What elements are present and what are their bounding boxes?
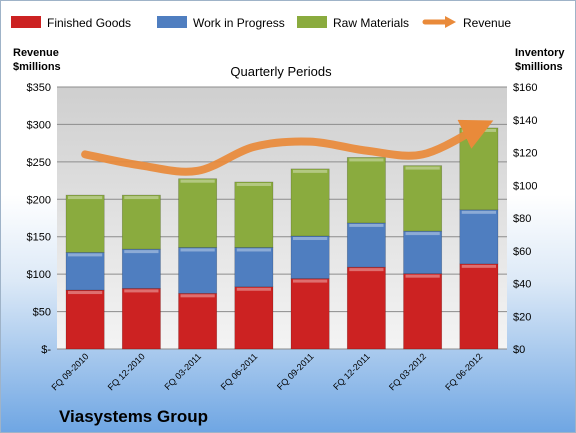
- bar-highlight: [349, 223, 384, 227]
- legend-label-2: Raw Materials: [333, 16, 409, 30]
- bar-highlight: [405, 166, 440, 170]
- bar-highlight: [236, 248, 271, 252]
- bar-work-in-progress-4: [290, 235, 330, 279]
- right-axis-title-line2: $millions: [515, 61, 563, 73]
- bar-raw-materials-5: [346, 157, 386, 224]
- bar-finished-goods-4: [290, 278, 330, 350]
- category-label: FQ 06-2012: [443, 351, 484, 392]
- x-axis: FQ 09-2010 FQ 12-2010 FQ 03-2011 FQ 06-2011…: [50, 351, 485, 392]
- left-tick-label: $300: [27, 119, 51, 131]
- bar-raw-materials-0: [65, 194, 105, 253]
- left-tick-label: $250: [27, 157, 51, 169]
- bar-raw-materials-6: [403, 165, 443, 232]
- right-tick-label: $40: [513, 279, 531, 291]
- left-tick-label: $100: [27, 269, 51, 281]
- category-label: FQ 06-2011: [219, 351, 260, 392]
- right-axis-title-line1: Inventory: [515, 47, 565, 59]
- left-tick-label: $350: [27, 82, 51, 94]
- bar-highlight: [349, 268, 384, 272]
- bar-highlight: [461, 210, 496, 214]
- bar-work-in-progress-1: [121, 248, 161, 289]
- right-axis: $0 $20 $40 $60 $80 $100 $120 $140 $160: [513, 82, 537, 356]
- bar-finished-goods-2: [178, 293, 218, 350]
- category-label: FQ 09-2010: [50, 351, 91, 392]
- bar-finished-goods-6: [403, 273, 443, 350]
- bar-finished-goods-3: [234, 286, 274, 350]
- right-tick-label: $100: [513, 180, 537, 192]
- bar-work-in-progress-6: [403, 230, 443, 274]
- category-label: FQ 12-2011: [331, 351, 372, 392]
- left-axis: $- $50 $100 $150 $200 $250 $300 $350: [27, 82, 52, 356]
- legend-swatch-2: [297, 16, 327, 28]
- bar-work-in-progress-0: [65, 252, 105, 291]
- right-tick-label: $0: [513, 344, 525, 356]
- left-tick-label: $200: [27, 194, 51, 206]
- bar-highlight: [124, 289, 159, 293]
- bar-work-in-progress-3: [234, 247, 274, 288]
- chart-subtitle: Quarterly Periods: [230, 64, 332, 79]
- legend-label-3: Revenue: [463, 16, 511, 30]
- bar-work-in-progress-2: [178, 247, 218, 294]
- bar-highlight: [236, 287, 271, 291]
- bar-work-in-progress-5: [346, 222, 386, 268]
- left-axis-title-line1: Revenue: [13, 47, 59, 59]
- bar-raw-materials-2: [178, 178, 218, 248]
- right-tick-label: $20: [513, 311, 531, 323]
- bar-highlight: [124, 250, 159, 254]
- left-tick-label: $150: [27, 232, 51, 244]
- legend-label-0: Finished Goods: [47, 16, 131, 30]
- category-label: FQ 09-2011: [275, 351, 316, 392]
- bar-highlight: [180, 179, 215, 183]
- bar-finished-goods-0: [65, 289, 105, 350]
- bar-finished-goods-7: [459, 263, 499, 350]
- right-tick-label: $160: [513, 82, 537, 94]
- revenue-line-layer: [81, 119, 494, 176]
- bar-highlight: [180, 248, 215, 252]
- bar-raw-materials-4: [290, 168, 330, 237]
- company-name: Viasystems Group: [59, 407, 208, 426]
- bar-raw-materials-3: [234, 181, 274, 248]
- right-tick-label: $80: [513, 213, 531, 225]
- bar-highlight: [68, 253, 103, 257]
- category-label: FQ 12-2010: [106, 351, 147, 392]
- bar-work-in-progress-7: [459, 209, 499, 265]
- bar-raw-materials-7: [459, 127, 499, 211]
- legend-swatch-1: [157, 16, 187, 28]
- legend-label-1: Work in Progress: [193, 16, 285, 30]
- bar-highlight: [68, 291, 103, 295]
- bar-raw-materials-1: [121, 194, 161, 250]
- category-label: FQ 03-2012: [387, 351, 428, 392]
- right-tick-label: $120: [513, 148, 537, 160]
- bar-finished-goods-5: [346, 266, 386, 350]
- category-label: FQ 03-2011: [162, 351, 203, 392]
- bar-highlight: [405, 274, 440, 278]
- bar-highlight: [293, 237, 328, 241]
- bar-highlight: [180, 294, 215, 298]
- bar-highlight: [68, 196, 103, 200]
- left-tick-label: $50: [33, 307, 51, 319]
- legend-arrow-3: [445, 16, 456, 28]
- left-axis-title-line2: $millions: [13, 61, 61, 73]
- right-tick-label: $60: [513, 246, 531, 258]
- bar-highlight: [293, 279, 328, 283]
- bar-highlight: [124, 196, 159, 200]
- legend-swatch-0: [11, 16, 41, 28]
- bar-highlight: [349, 158, 384, 162]
- left-tick-label: $-: [41, 344, 51, 356]
- bar-finished-goods-1: [121, 288, 161, 350]
- bar-highlight: [236, 182, 271, 186]
- right-tick-label: $140: [513, 115, 537, 127]
- bar-highlight: [461, 264, 496, 268]
- bar-highlight: [405, 232, 440, 236]
- bar-highlight: [293, 169, 328, 173]
- revenue-line: [81, 119, 494, 176]
- legend: Finished Goods Work in Progress Raw Materi…: [11, 16, 511, 30]
